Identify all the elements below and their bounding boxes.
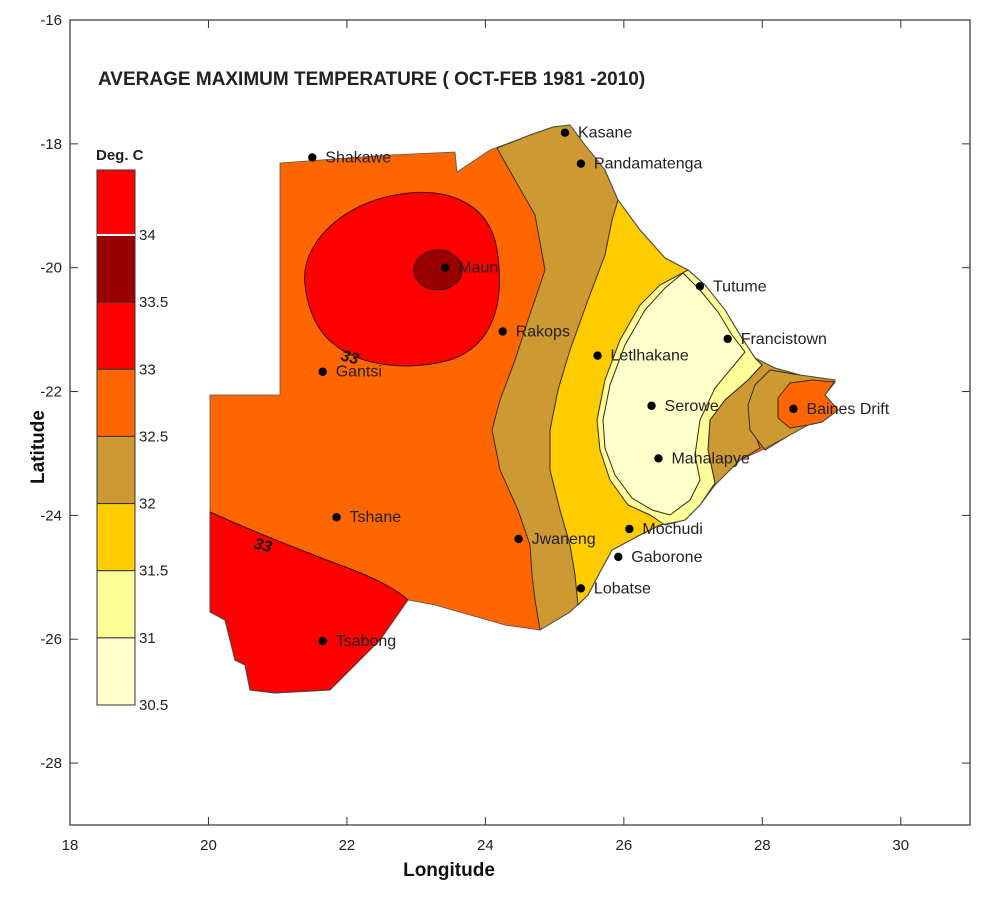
region-30-5-31 (602, 272, 746, 516)
station-label: Shakawe (325, 149, 391, 166)
station-label: Tsabong (336, 633, 397, 650)
legend-swatch (96, 637, 136, 706)
y-tick-label: -26 (40, 631, 62, 648)
x-tick-label: 18 (62, 837, 79, 854)
station-label: Francistown (741, 331, 827, 348)
station-marker (332, 513, 341, 522)
y-tick-label: -16 (40, 12, 62, 29)
station-label: Mahalapye (671, 450, 749, 467)
station-label: Tshane (350, 509, 402, 526)
legend-label: 32 (139, 496, 156, 513)
legend-swatch (96, 169, 136, 236)
station-label: Jwaneng (532, 531, 596, 548)
y-tick-label: -24 (40, 507, 62, 524)
temperature-regions (209, 124, 839, 694)
contour-label-maun: 33 (339, 347, 361, 368)
station-marker (654, 454, 663, 463)
legend-swatch (96, 234, 136, 303)
y-tick-label: -22 (40, 384, 62, 401)
contour-label-sw: 33 (252, 535, 274, 556)
station-marker (560, 128, 570, 137)
station-marker (647, 401, 656, 410)
legend-label: 31 (139, 630, 156, 647)
station-marker (695, 282, 705, 291)
y-tick-label: -18 (40, 136, 62, 153)
station-marker (514, 534, 523, 544)
station-label: Pandamatenga (594, 156, 703, 173)
station-marker (593, 351, 602, 360)
legend-swatch (96, 570, 136, 639)
station-marker (625, 524, 634, 534)
station-marker (576, 584, 586, 593)
station-label: Tutume (713, 278, 767, 295)
y-axis-title: Latitude (28, 410, 49, 484)
region-maun-33-33-5 (304, 191, 500, 367)
station-marker (441, 263, 450, 272)
station-label: Serowe (665, 398, 719, 415)
station-marker (614, 552, 623, 562)
x-tick-label: 30 (892, 837, 909, 854)
x-tick-label: 26 (616, 837, 633, 854)
station-marker (318, 636, 327, 646)
legend-label: 33 (139, 361, 156, 378)
x-tick-label: 28 (754, 837, 771, 854)
region-maun-33-5-34 (413, 249, 463, 291)
station-label: Mochudi (642, 521, 702, 538)
station-marker (576, 159, 586, 168)
station-marker (318, 367, 327, 376)
station-marker (308, 153, 317, 162)
station-marker (789, 404, 798, 414)
x-tick-label: 20 (200, 837, 217, 854)
map-title: AVERAGE MAXIMUM TEMPERATURE ( OCT-FEB 19… (98, 69, 645, 90)
legend-swatch (96, 301, 136, 370)
station-label: Letlhakane (611, 348, 689, 365)
x-tick-label: 22 (339, 837, 356, 854)
station-label: Gantsi (336, 364, 382, 381)
y-tick-label: -20 (40, 260, 62, 277)
legend-label: 33.5 (139, 294, 168, 311)
color-legend: Deg. C 34 33.5 33 32.5 32 31.5 31 30.5 (96, 147, 168, 714)
plot-frame (69, 19, 971, 826)
legend-swatch (96, 503, 136, 572)
station-label: Baines Drift (806, 401, 889, 418)
axes: 18 20 22 24 26 28 30 -16 -18 -20 -22 -24 -26 -28 (40, 12, 970, 854)
legend-label: 32.5 (139, 428, 168, 445)
station-marker (498, 327, 507, 336)
station-label: Maun (458, 260, 498, 277)
legend-label: 30.5 (139, 697, 168, 714)
country-outline (209, 124, 839, 694)
station-label: Kasane (578, 125, 632, 142)
station-marker (723, 334, 732, 344)
station-label: Rakops (516, 323, 570, 340)
stations: Kasane Pandamatenga Shakawe Maun Tutume Rakop… (308, 125, 890, 650)
legend-label: 34 (139, 227, 156, 244)
y-tick-label: -28 (40, 755, 62, 772)
legend-label: 31.5 (139, 563, 168, 580)
legend-swatch (96, 435, 136, 505)
station-label: Lobatse (594, 580, 651, 597)
x-axis-title: Longitude (403, 860, 495, 881)
legend-swatch (96, 368, 136, 437)
legend-title: Deg. C (96, 147, 144, 164)
station-label: Gaborone (631, 549, 702, 566)
x-tick-label: 24 (477, 837, 494, 854)
